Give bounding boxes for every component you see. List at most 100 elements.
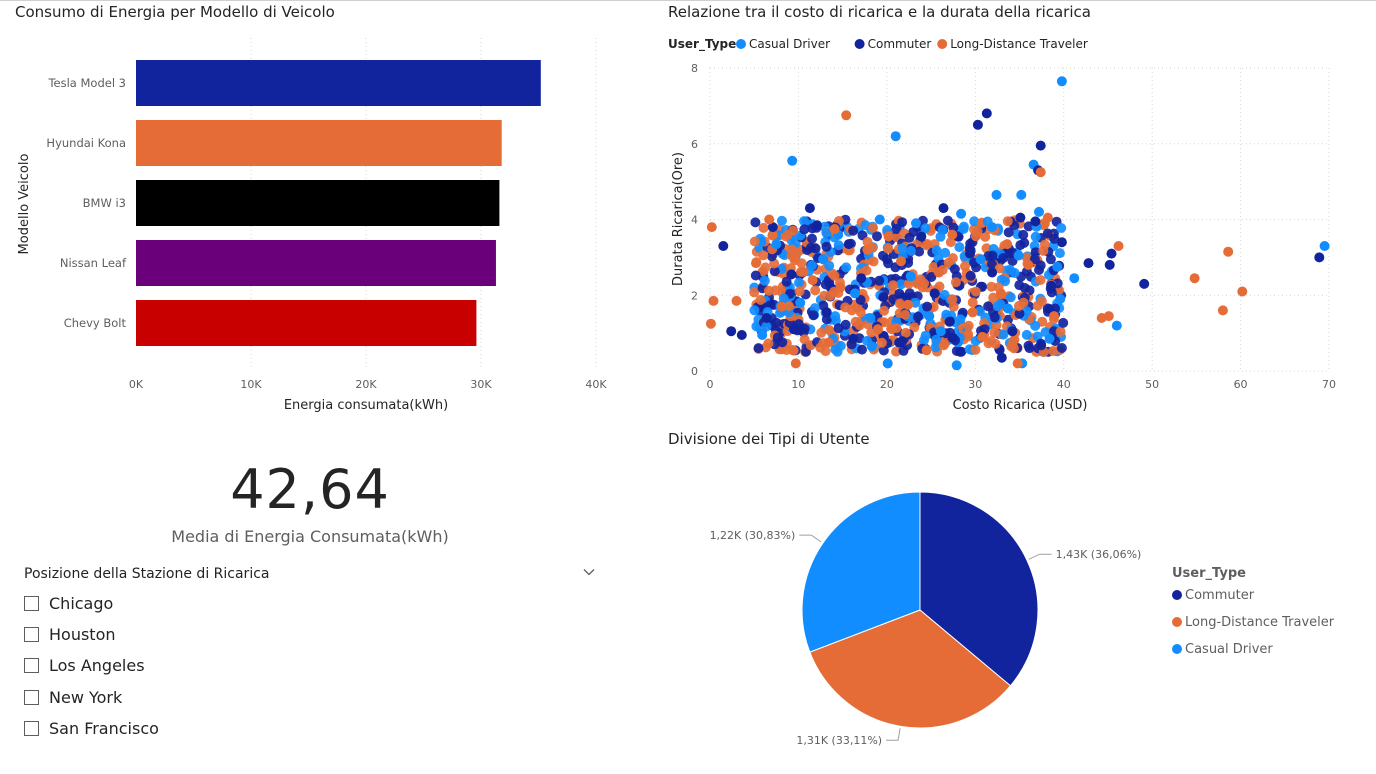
- scatter-point[interactable]: [916, 231, 927, 242]
- scatter-point[interactable]: [972, 119, 983, 130]
- scatter-point[interactable]: [894, 337, 905, 348]
- scatter-point[interactable]: [1069, 273, 1080, 284]
- scatter-point[interactable]: [938, 203, 949, 214]
- legend-label[interactable]: Commuter: [1185, 588, 1255, 603]
- checkbox[interactable]: [24, 720, 39, 736]
- scatter-point[interactable]: [1002, 239, 1013, 250]
- scatter-point[interactable]: [965, 248, 975, 259]
- scatter-point[interactable]: [804, 203, 815, 214]
- scatter-point[interactable]: [1044, 333, 1055, 344]
- scatter-point[interactable]: [736, 330, 747, 340]
- scatter-point[interactable]: [1023, 259, 1034, 270]
- scatter-point[interactable]: [935, 326, 946, 337]
- pie-slice-commuter[interactable]: [919, 491, 1039, 687]
- scatter-point[interactable]: [1030, 216, 1041, 227]
- scatter-point[interactable]: [705, 318, 716, 329]
- scatter-point[interactable]: [767, 222, 778, 233]
- scatter-point[interactable]: [951, 360, 962, 371]
- scatter-point[interactable]: [896, 256, 906, 267]
- scatter-point[interactable]: [944, 316, 955, 327]
- scatter-point[interactable]: [761, 313, 772, 323]
- legend-label[interactable]: Casual Driver: [749, 37, 830, 51]
- scatter-point[interactable]: [1035, 140, 1046, 151]
- cost-duration-scatter-chart[interactable]: User_Type Casual Driver Commuter Long-Dista…: [660, 28, 1376, 420]
- slicer-item-houston[interactable]: Houston: [24, 623, 116, 645]
- scatter-point[interactable]: [890, 131, 901, 142]
- bar-bmw-i3[interactable]: [136, 180, 500, 226]
- checkbox[interactable]: [24, 689, 39, 705]
- legend-marker[interactable]: [1172, 644, 1182, 654]
- scatter-point[interactable]: [905, 271, 916, 282]
- scatter-point[interactable]: [1055, 294, 1066, 304]
- scatter-point[interactable]: [1012, 358, 1023, 369]
- scatter-point[interactable]: [1015, 212, 1026, 223]
- legend-label[interactable]: Long-Distance Traveler: [950, 37, 1088, 51]
- scatter-point[interactable]: [911, 218, 921, 229]
- scatter-point[interactable]: [995, 288, 1006, 299]
- scatter-point[interactable]: [1049, 311, 1059, 322]
- scatter-point[interactable]: [862, 244, 873, 255]
- scatter-point[interactable]: [786, 269, 797, 280]
- scatter-point[interactable]: [787, 155, 798, 166]
- scatter-point[interactable]: [1035, 167, 1046, 178]
- scatter-point[interactable]: [1034, 206, 1044, 217]
- legend-label[interactable]: Casual Driver: [1185, 642, 1273, 657]
- scatter-point[interactable]: [807, 275, 818, 286]
- scatter-point[interactable]: [991, 189, 1002, 200]
- chevron-down-icon[interactable]: [583, 566, 595, 578]
- legend-label[interactable]: Long-Distance Traveler: [1185, 615, 1335, 630]
- scatter-point[interactable]: [1016, 189, 1027, 200]
- scatter-point[interactable]: [757, 330, 768, 340]
- scatter-point[interactable]: [731, 295, 742, 306]
- checkbox[interactable]: [24, 626, 39, 642]
- scatter-point[interactable]: [924, 311, 935, 322]
- scatter-point[interactable]: [1083, 258, 1094, 269]
- energy-bar-chart[interactable]: 0K 10K 20K 30K 40K Tesla Model 3 Hyundai Kona B…: [0, 0, 640, 420]
- scatter-point[interactable]: [1056, 237, 1067, 248]
- scatter-point[interactable]: [874, 214, 885, 225]
- scatter-point[interactable]: [956, 208, 967, 219]
- bar-tesla-model-3[interactable]: [136, 60, 541, 106]
- scatter-point[interactable]: [771, 239, 782, 250]
- bar-nissan-leaf[interactable]: [136, 240, 496, 286]
- slicer-item-san-francisco[interactable]: San Francisco: [24, 717, 159, 739]
- scatter-point[interactable]: [1013, 250, 1024, 261]
- scatter-point[interactable]: [841, 110, 852, 121]
- scatter-point[interactable]: [967, 307, 978, 318]
- scatter-point[interactable]: [996, 352, 1007, 363]
- scatter-point[interactable]: [818, 254, 829, 265]
- scatter-point[interactable]: [903, 299, 914, 310]
- slicer-item-chicago[interactable]: Chicago: [24, 592, 113, 614]
- pie-slice-casual-driver[interactable]: [801, 491, 921, 653]
- bar-hyundai-kona[interactable]: [136, 120, 502, 166]
- checkbox[interactable]: [24, 657, 39, 673]
- scatter-point[interactable]: [981, 108, 992, 119]
- scatter-point[interactable]: [850, 288, 860, 299]
- scatter-point[interactable]: [1046, 280, 1057, 291]
- scatter-point[interactable]: [977, 331, 988, 342]
- scatter-point[interactable]: [843, 239, 854, 250]
- scatter-point[interactable]: [975, 254, 986, 265]
- scatter-point[interactable]: [1104, 259, 1115, 270]
- legend-marker[interactable]: [854, 39, 865, 49]
- scatter-point[interactable]: [823, 337, 834, 348]
- scatter-point[interactable]: [1217, 305, 1228, 316]
- scatter-point[interactable]: [987, 267, 998, 278]
- user-type-pie-chart[interactable]: 1,43K (36,06%) 1,31K (33,11%) 1,22K (30,83…: [660, 455, 1376, 774]
- legend-marker[interactable]: [1172, 617, 1182, 627]
- scatter-point[interactable]: [1139, 278, 1150, 289]
- scatter-point[interactable]: [1056, 76, 1067, 87]
- scatter-point[interactable]: [878, 292, 889, 303]
- scatter-point[interactable]: [708, 295, 719, 306]
- scatter-point[interactable]: [726, 326, 737, 337]
- slicer-item-los-angeles[interactable]: Los Angeles: [24, 654, 145, 676]
- scatter-point[interactable]: [866, 341, 877, 352]
- checkbox[interactable]: [24, 595, 39, 611]
- slicer-item-new-york[interactable]: New York: [24, 686, 122, 708]
- scatter-point[interactable]: [1007, 326, 1018, 337]
- scatter-point[interactable]: [1111, 320, 1122, 331]
- scatter-point[interactable]: [795, 297, 806, 308]
- scatter-point[interactable]: [789, 324, 799, 335]
- scatter-point[interactable]: [776, 301, 787, 312]
- scatter-point[interactable]: [883, 231, 894, 242]
